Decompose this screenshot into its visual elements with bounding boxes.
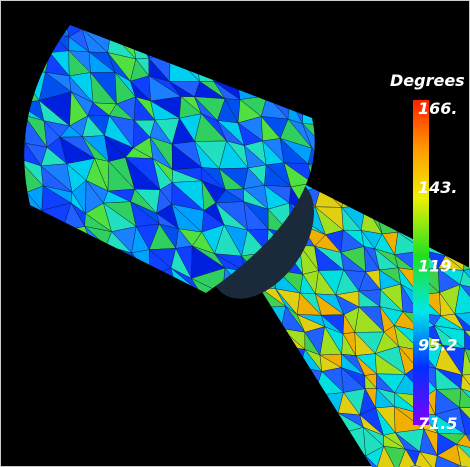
colorbar-label: 71.5 — [418, 414, 457, 433]
colorbar-title: Degrees — [390, 71, 465, 90]
colorbar-label: 143. — [418, 178, 457, 197]
viewport: Degrees 166. 143. 119. 95.2 71.5 — [0, 0, 470, 467]
page: Degrees 166.143.119.95.271.5 (() => { co… — [0, 0, 470, 467]
colorbar-label: 119. — [418, 257, 457, 276]
colorbar-label: 166. — [418, 99, 457, 118]
colorbar-label: 95.2 — [418, 335, 457, 354]
